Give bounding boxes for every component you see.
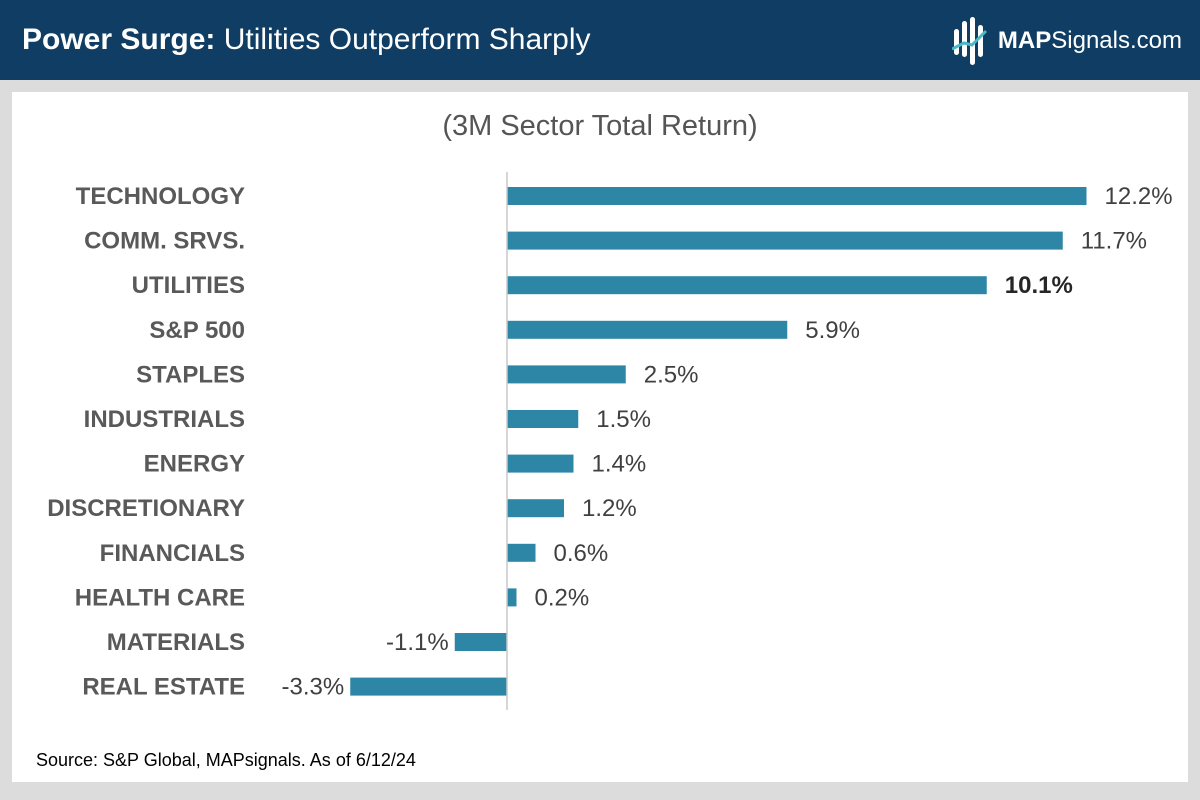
- bar: [507, 320, 788, 339]
- data-label: 1.4%: [592, 451, 647, 478]
- page-title: Power Surge: Utilities Outperform Sharpl…: [22, 20, 591, 60]
- header-bar: Power Surge: Utilities Outperform Sharpl…: [0, 0, 1200, 80]
- data-label: -3.3%: [282, 674, 345, 701]
- chart-panel: (3M Sector Total Return) TECHNOLOGY 12.2%…: [12, 92, 1188, 782]
- brand-logo: MAPSignals.com: [951, 14, 1182, 68]
- category-label: ENERGY: [144, 451, 245, 478]
- data-label: 0.6%: [554, 540, 609, 567]
- data-label: 12.2%: [1105, 183, 1173, 210]
- bar: [507, 499, 564, 518]
- bar: [507, 410, 579, 428]
- data-label: 1.5%: [596, 406, 651, 433]
- category-label: INDUSTRIALS: [84, 406, 245, 433]
- bar: [507, 231, 1063, 250]
- category-label: REAL ESTATE: [82, 674, 245, 701]
- category-label: UTILITIES: [132, 272, 245, 299]
- category-label: COMM. SRVS.: [84, 228, 245, 255]
- bar: [507, 187, 1087, 205]
- bar: [454, 633, 507, 651]
- data-label: 2.5%: [644, 361, 699, 388]
- brand-name-bold: MAP: [997, 27, 1052, 54]
- data-label: -1.1%: [386, 629, 449, 656]
- bar: [507, 454, 574, 473]
- bar: [507, 276, 987, 295]
- category-label: STAPLES: [136, 361, 245, 388]
- brand-name: MAPSignals.com: [998, 27, 1182, 55]
- category-label: TECHNOLOGY: [76, 183, 245, 210]
- data-label: 5.9%: [805, 317, 860, 344]
- data-label: 11.7%: [1081, 228, 1147, 255]
- category-label: MATERIALS: [107, 629, 245, 656]
- brand-name-rest: Signals.com: [1051, 27, 1182, 54]
- chart-rows: TECHNOLOGY 12.2% COMM. SRVS. 11.7% UTILITIES…: [47, 183, 1172, 701]
- data-label: 0.2%: [535, 584, 590, 611]
- category-label: S&P 500: [149, 317, 245, 344]
- category-label: DISCRETIONARY: [47, 495, 245, 522]
- bar: [507, 588, 517, 607]
- bar: [507, 543, 536, 562]
- data-label: 1.2%: [582, 495, 637, 522]
- bar: [507, 365, 626, 384]
- chart-title: (3M Sector Total Return): [442, 110, 757, 142]
- title-emphasis: Power Surge:: [22, 23, 216, 56]
- title-text: Utilities Outperform Sharply: [223, 23, 591, 56]
- category-label: HEALTH CARE: [75, 584, 245, 611]
- data-label: 10.1%: [1005, 272, 1073, 299]
- bar: [350, 677, 507, 696]
- bar-chart: (3M Sector Total Return) TECHNOLOGY 12.2%…: [36, 110, 1173, 770]
- mapsignals-logo-icon: [951, 17, 987, 65]
- category-label: FINANCIALS: [100, 540, 245, 567]
- source-note: Source: S&P Global, MAPsignals. As of 6/…: [36, 750, 416, 770]
